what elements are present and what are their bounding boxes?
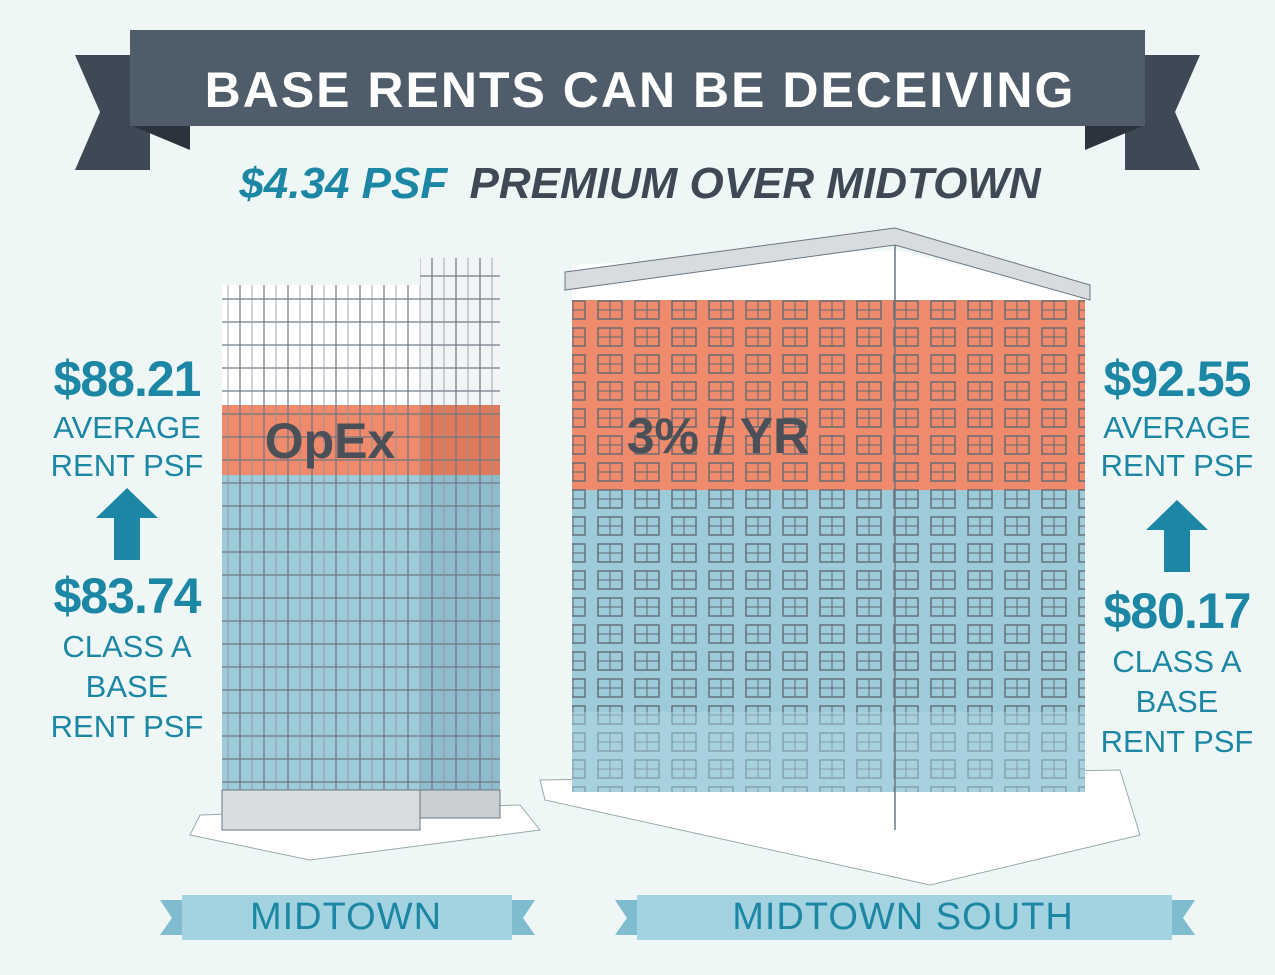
ribbon [182, 895, 512, 940]
subtitle: $4.34 PSF PREMIUM OVER MIDTOWN [238, 159, 1042, 208]
average-rent: $88.21 [54, 351, 201, 407]
title: BASE RENTS CAN BE DECEIVING [205, 62, 1076, 118]
banner-fold [130, 125, 190, 150]
base-rent: $80.17 [1104, 583, 1251, 639]
building-name: MIDTOWN [250, 896, 442, 938]
windows [420, 258, 500, 790]
base-label: RENT PSF [1101, 724, 1254, 759]
windows [572, 300, 1085, 712]
average-label: AVERAGE [1103, 410, 1251, 445]
base-label: BASE [1136, 684, 1219, 719]
storefront [572, 712, 1085, 792]
average-label: RENT PSF [51, 448, 204, 483]
band-label: 3% / YR [627, 408, 810, 464]
arrow [96, 488, 158, 560]
midtown-building: OpEx [189, 258, 541, 861]
average-rent: $92.55 [1104, 351, 1251, 407]
banner-fold [1085, 125, 1145, 150]
subtitle-highlight: $4.34 PSF [238, 159, 448, 208]
subtitle-text: PREMIUM OVER MIDTOWN [469, 159, 1041, 208]
base-label: CLASS A [62, 629, 192, 664]
average-label: AVERAGE [53, 410, 201, 445]
arrow [1146, 500, 1208, 572]
banner [130, 30, 1145, 126]
building-name: MIDTOWN SOUTH [732, 896, 1074, 938]
cornice [564, 227, 1091, 301]
windows [222, 285, 420, 790]
base-rent: $83.74 [54, 568, 202, 624]
base-label: BASE [86, 669, 169, 704]
average-label: RENT PSF [1101, 448, 1254, 483]
midtown-south-building: 3% / YR [539, 227, 1141, 886]
lobby [221, 789, 421, 831]
band-label: OpEx [265, 413, 396, 469]
ribbon [637, 895, 1172, 940]
base-label: RENT PSF [51, 709, 204, 744]
lobby [419, 789, 501, 819]
base-label: CLASS A [1112, 644, 1242, 679]
